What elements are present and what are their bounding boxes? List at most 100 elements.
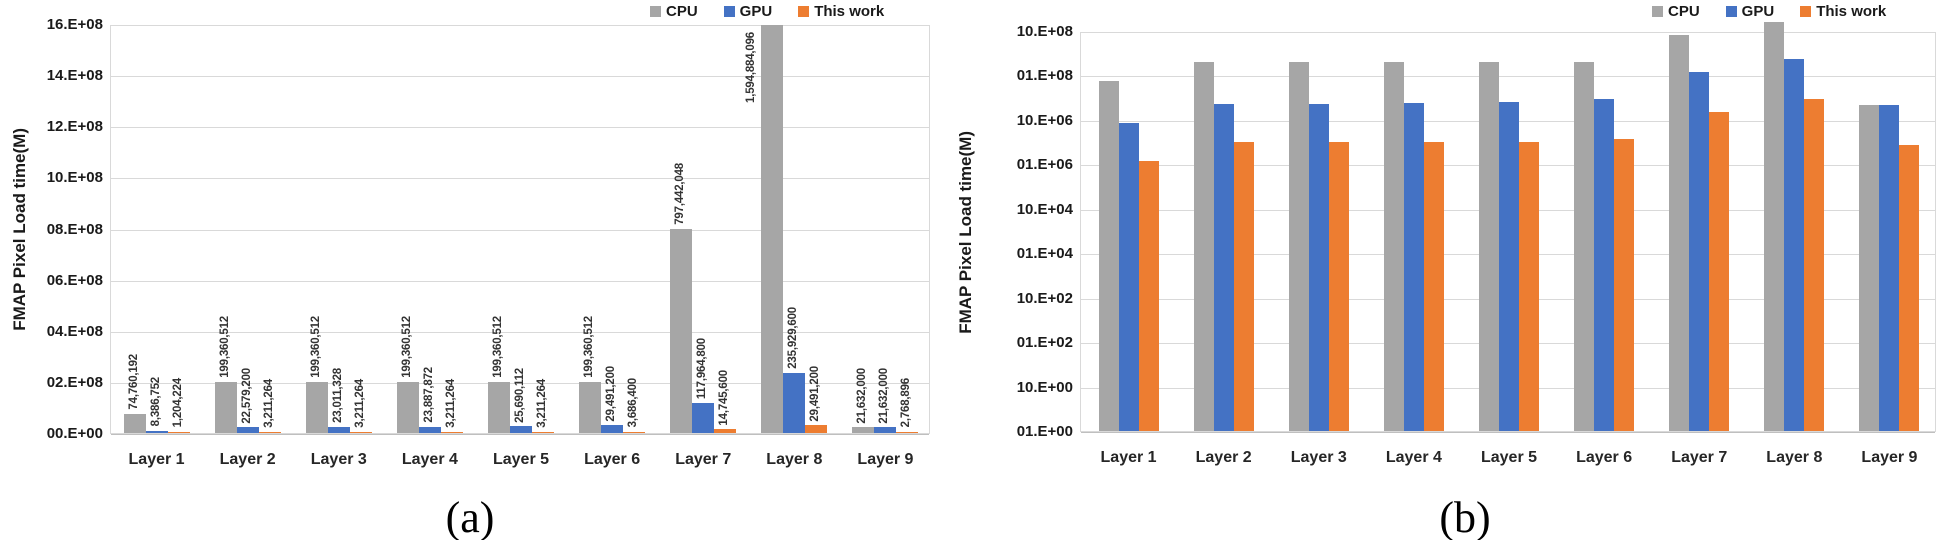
bar-value-label: 1,594,884,096 <box>745 32 758 103</box>
legend-item: This work <box>1800 3 1886 20</box>
bar-cpu <box>761 25 784 433</box>
bar-gpu <box>1499 101 1519 431</box>
y-tick-label: 16.E+08 <box>46 16 103 33</box>
bar-value-label: 3,211,264 <box>444 378 457 428</box>
y-tick-label: 04.E+08 <box>46 323 103 340</box>
bar-gpu <box>1403 103 1424 431</box>
bar-value-label: 235,929,600 <box>787 306 800 369</box>
y-tick-label: 08.E+08 <box>46 221 103 238</box>
x-tick-label: Layer 9 <box>857 451 914 468</box>
bar-value-label: 29,491,200 <box>605 365 618 422</box>
x-tick-label: Layer 2 <box>219 451 276 468</box>
bar-this-work <box>440 431 463 433</box>
legend-swatch-gpu <box>1725 6 1737 17</box>
x-tick-label: Layer 6 <box>584 451 641 468</box>
bar-value-label: 3,211,264 <box>536 378 548 428</box>
legend-item: This work <box>798 3 884 20</box>
x-tick-label: Layer 9 <box>1861 449 1918 466</box>
y-tick-label: 00.E+00 <box>46 425 103 442</box>
legend-a: CPU GPU This work <box>650 3 910 20</box>
gridline <box>111 281 929 282</box>
legend-swatch-gpu <box>723 6 735 17</box>
x-tick-label: Layer 4 <box>1385 449 1442 466</box>
bar-gpu <box>1308 103 1329 431</box>
bar-gpu <box>692 402 715 433</box>
bar-this-work <box>805 425 828 433</box>
y-tick-label: 10.E+04 <box>1016 201 1073 218</box>
legend-item: GPU <box>723 3 773 20</box>
bar-value-label: 117,964,800 <box>696 337 709 399</box>
y-axis-title-b-text: FMAP Pixel Load time(M) <box>956 130 975 334</box>
bar-this-work <box>1233 141 1254 431</box>
gridline <box>111 127 929 128</box>
bar-gpu <box>236 427 259 433</box>
y-tick-label: 02.E+08 <box>46 374 103 391</box>
bar-value-label: 8,386,752 <box>149 377 162 427</box>
bar-gpu <box>418 426 441 433</box>
bar-cpu <box>1859 105 1880 431</box>
legend-b: CPU GPU This work <box>1652 3 1912 20</box>
bar-cpu <box>1574 62 1595 431</box>
bar-value-label: 23,887,872 <box>422 367 435 423</box>
bar-cpu <box>396 382 419 433</box>
x-tick-label: Layer 5 <box>492 451 550 468</box>
plot-area-a: 16.E+08 14.E+08 12.E+08 10.E+08 08.E+08 06.E+… <box>47 16 930 468</box>
bar-gpu <box>1689 72 1710 431</box>
bar-cpu <box>1193 62 1214 431</box>
bar-value-label: 74,760,192 <box>127 354 140 410</box>
bar-cpu <box>1098 81 1119 431</box>
legend-label: GPU <box>1741 3 1775 20</box>
bar-value-label: 3,211,264 <box>353 378 366 428</box>
bar-value-label: 14,745,600 <box>718 369 731 426</box>
x-tick-label: Layer 1 <box>1100 449 1157 466</box>
gridline <box>1081 432 1935 433</box>
bar-cpu <box>579 382 602 433</box>
bar-cpu <box>1764 22 1785 431</box>
bar-value-label: 2,768,896 <box>900 378 913 428</box>
bar-this-work <box>1709 112 1730 431</box>
y-tick-label: 10.E+08 <box>1016 23 1073 40</box>
bar-value-label: 22,579,200 <box>240 367 253 424</box>
x-tick-label: Layer 2 <box>1195 449 1252 466</box>
bar-value-label: 199,360,512 <box>309 316 322 379</box>
y-tick-label: 01.E+06 <box>1016 156 1073 173</box>
bar-cpu <box>670 229 693 433</box>
bar-value-label: 25,690,112 <box>514 367 526 423</box>
bar-value-label: 199,360,512 <box>583 316 596 379</box>
bar-cpu <box>305 382 328 433</box>
bar-gpu <box>1118 123 1139 431</box>
bar-cpu <box>1479 62 1499 431</box>
bar-this-work <box>714 429 737 433</box>
gridline <box>111 332 929 333</box>
x-tick-label: Layer 7 <box>1671 449 1728 466</box>
bar-gpu <box>1213 104 1234 431</box>
x-tick-label: Layer 8 <box>766 451 823 468</box>
bar-cpu <box>123 413 146 433</box>
bar-this-work <box>1899 144 1920 431</box>
bar-this-work <box>532 431 554 433</box>
gridline <box>1081 76 1935 77</box>
x-tick-label: Layer 4 <box>401 451 458 468</box>
legend-item: CPU <box>650 3 698 20</box>
bar-this-work <box>1519 141 1539 431</box>
legend-label: GPU <box>739 3 773 20</box>
legend-label: CPU <box>666 3 698 20</box>
bar-gpu <box>601 425 624 433</box>
gridline <box>111 434 929 435</box>
y-tick-label: 10.E+02 <box>1016 290 1073 307</box>
y-tick-label: 01.E+08 <box>1016 67 1073 84</box>
legend-swatch-this-work <box>1800 6 1812 17</box>
y-tick-label: 01.E+02 <box>1016 334 1073 351</box>
bar-this-work <box>1804 99 1825 431</box>
bar-value-label: 3,211,264 <box>262 378 275 428</box>
bar-this-work <box>1614 139 1635 431</box>
bar-value-label: 199,360,512 <box>492 316 504 379</box>
bar-gpu <box>1784 58 1805 431</box>
bar-this-work <box>1138 160 1159 431</box>
y-tick-label: 10.E+06 <box>1016 112 1073 129</box>
legend-swatch-cpu <box>1652 6 1663 17</box>
bar-cpu <box>1669 35 1690 431</box>
legend-item: CPU <box>1652 3 1700 20</box>
caption-a: (a) <box>445 493 495 540</box>
